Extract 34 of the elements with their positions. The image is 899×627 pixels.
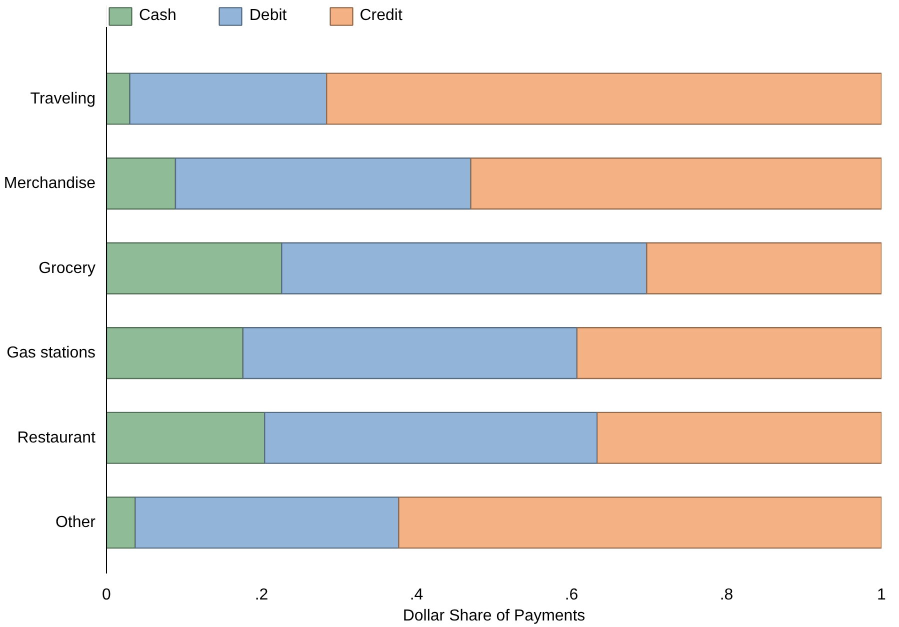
bar — [106, 496, 136, 549]
legend-label: Cash — [139, 7, 176, 25]
bar — [326, 72, 882, 125]
bar — [596, 412, 882, 464]
bar — [106, 242, 282, 294]
x-axis-title: Dollar Share of Payments — [402, 608, 586, 624]
x-tick-label: .8 — [720, 586, 734, 604]
x-tick-label: .4 — [410, 586, 424, 604]
y-tick-label: Traveling — [30, 90, 96, 108]
y-tick-label: Restaurant — [17, 429, 96, 446]
bar — [470, 157, 882, 210]
y-tick-label: Merchandise — [4, 175, 96, 192]
y-tick-label: Grocery — [38, 260, 96, 277]
bar — [281, 242, 648, 294]
x-tick-label: 0 — [102, 586, 112, 604]
bar — [646, 242, 882, 294]
x-tick-label: .2 — [254, 586, 268, 604]
bar — [398, 496, 882, 549]
bar — [174, 157, 472, 210]
bar — [106, 72, 130, 125]
bar — [134, 496, 400, 549]
bar — [264, 412, 598, 464]
bar — [242, 327, 578, 380]
legend-label: Credit — [360, 7, 402, 25]
bar — [106, 157, 176, 210]
bar — [106, 412, 266, 464]
y-tick-label: Other — [55, 514, 96, 532]
bar — [129, 72, 328, 125]
x-tick-label: .6 — [564, 586, 578, 604]
y-tick-label: Gas stations — [6, 344, 96, 362]
bar — [106, 327, 244, 380]
legend-label: Debit — [249, 7, 287, 25]
x-tick-label: 1 — [877, 586, 886, 604]
bar — [576, 327, 882, 380]
